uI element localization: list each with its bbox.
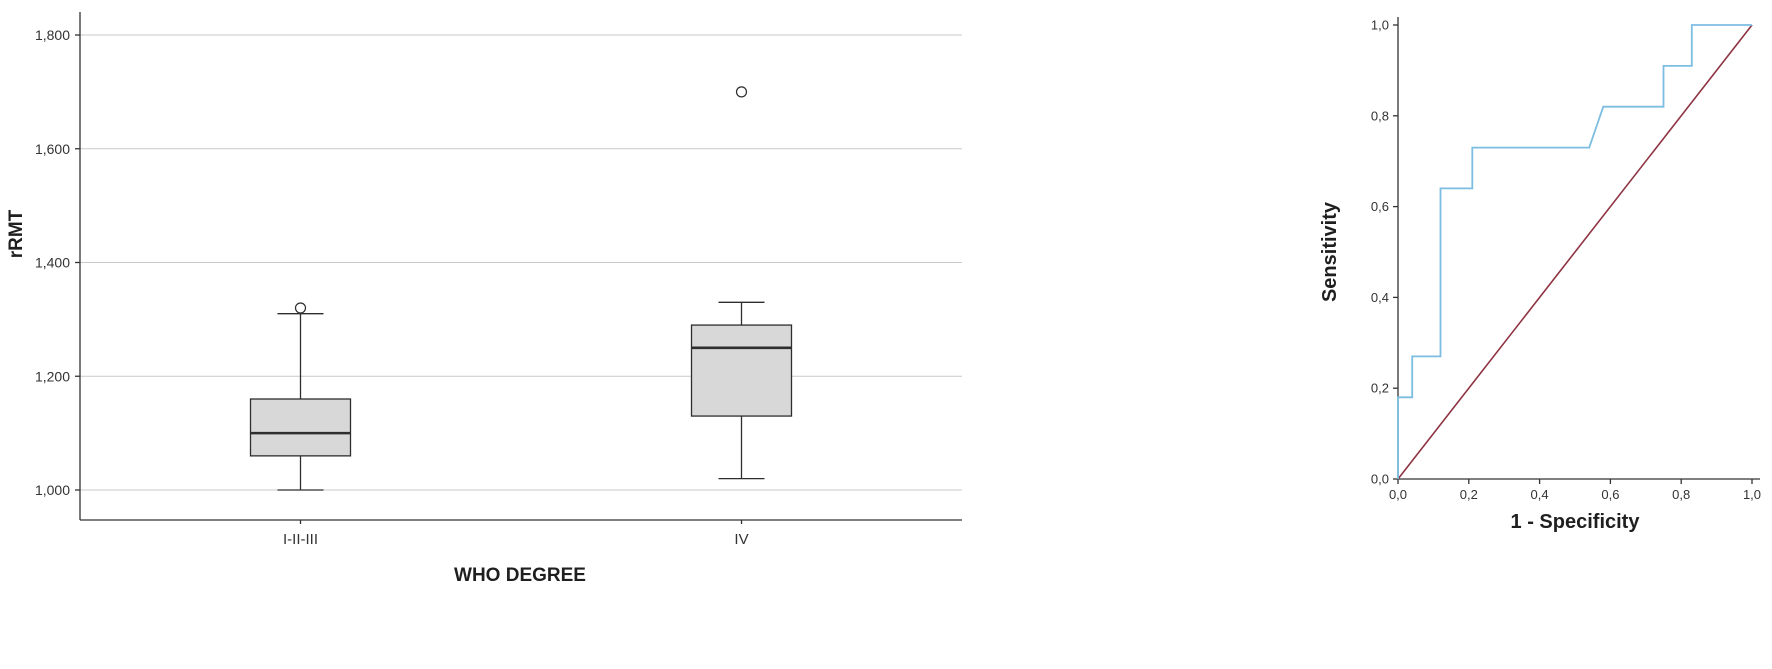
y-tick-label: 0,6	[1371, 199, 1389, 214]
y-tick-label: 0,2	[1371, 381, 1389, 396]
x-tick-label: 0,8	[1672, 487, 1690, 502]
boxplot-plot-area: 1,000 1,200 1,400 1,600 1,800 I-II-III IV	[35, 12, 962, 548]
boxplot-y-axis-title: rRMT	[6, 209, 27, 258]
y-tick-label: 0,8	[1371, 108, 1389, 123]
y-tick-label: 1,600	[35, 141, 70, 157]
x-tick-label: 0,2	[1460, 487, 1478, 502]
roc-figure: 0,0 0,2 0,4 0,6 0,8 1,0 0,0 0,2 0,4 0,6 0,8 1,0 Sen…	[1319, 17, 1761, 533]
roc-x-axis-title: 1 - Specificity	[1511, 511, 1641, 533]
y-tick-label: 1,000	[35, 482, 70, 498]
reference-line	[1397, 24, 1753, 480]
y-tick-label: 1,200	[35, 368, 70, 384]
y-tick-label: 0,4	[1371, 290, 1389, 305]
outlier-point	[294, 302, 307, 314]
y-tick-label: 0,0	[1371, 472, 1389, 487]
y-tick-label: 1,0	[1371, 18, 1389, 33]
iqr-box	[249, 398, 352, 457]
x-tick-label: 0,0	[1389, 487, 1407, 502]
x-tick-label: 1,0	[1743, 487, 1761, 502]
x-tick-label: 0,6	[1601, 487, 1619, 502]
roc-curve-line	[1397, 24, 1752, 479]
x-tick-label: 0,4	[1531, 487, 1549, 502]
roc-y-axis-title: Sensitivity	[1319, 201, 1341, 302]
iqr-box	[690, 324, 793, 417]
outlier-point	[735, 86, 748, 98]
y-tick-label: 1,400	[35, 255, 70, 271]
y-tick-label: 1,800	[35, 27, 70, 43]
category-label: I-II-III	[283, 531, 318, 548]
roc-plot-area: 0,0 0,2 0,4 0,6 0,8 1,0 0,0 0,2 0,4 0,6 0,8 1,0	[1371, 17, 1761, 502]
boxplot-x-axis-title: WHO DEGREE	[454, 565, 586, 586]
category-label: IV	[734, 531, 748, 548]
boxplot-figure: 1,000 1,200 1,400 1,600 1,800 I-II-III IV rRMT…	[6, 12, 962, 586]
